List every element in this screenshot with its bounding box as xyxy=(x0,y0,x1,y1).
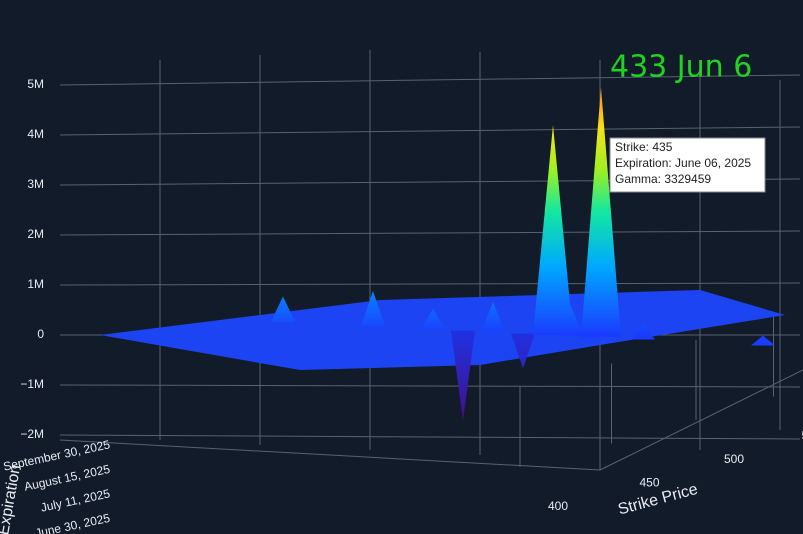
y-axis-title: Expiration xyxy=(0,463,24,534)
x-tick-label: 400 xyxy=(548,499,568,513)
z-tick-label: 4M xyxy=(27,127,44,141)
surface-spike xyxy=(533,125,573,335)
grid-line xyxy=(59,74,801,86)
surface-plane xyxy=(100,290,785,370)
surface-spike xyxy=(581,87,621,338)
tooltip-line: Strike: 435 xyxy=(615,140,673,154)
annotation: 433 Jun 6 xyxy=(610,50,752,85)
surface-spike xyxy=(631,324,655,340)
z-tick-label: 3M xyxy=(27,177,44,191)
x-tick-label: 450 xyxy=(640,476,660,490)
tooltip-line: Expiration: June 06, 2025 xyxy=(615,156,751,170)
surface-spike xyxy=(559,305,583,336)
surface-spike xyxy=(751,335,775,346)
grid-line xyxy=(59,230,801,236)
tooltip-line: Gamma: 3329459 xyxy=(615,172,711,186)
grid-line xyxy=(59,126,801,136)
grid-line xyxy=(59,282,801,286)
tooltip xyxy=(609,137,766,193)
x-tick-label: 500 xyxy=(724,452,744,466)
grid-frame xyxy=(59,50,803,471)
surface-spike xyxy=(271,296,295,322)
z-tick-label: 1M xyxy=(27,277,44,291)
surface-spike xyxy=(481,302,505,332)
surface-spike xyxy=(451,330,475,421)
surface-spike xyxy=(511,333,535,369)
surface-spike xyxy=(421,309,445,329)
z-tick-label: −1M xyxy=(20,377,44,391)
z-tick-label: 0 xyxy=(37,327,44,341)
z-tick-label: 5M xyxy=(27,77,44,91)
grid-line xyxy=(59,434,801,440)
x-tick-label: 550 xyxy=(802,429,803,443)
surface-spike xyxy=(361,291,385,326)
z-tick-label: −2M xyxy=(20,427,44,441)
z-tick-label: 2M xyxy=(27,227,44,241)
y-tick-label: July 11, 2025 xyxy=(39,486,111,514)
y-tick-label: June 30, 2025 xyxy=(34,511,112,534)
grid-line xyxy=(59,384,801,388)
